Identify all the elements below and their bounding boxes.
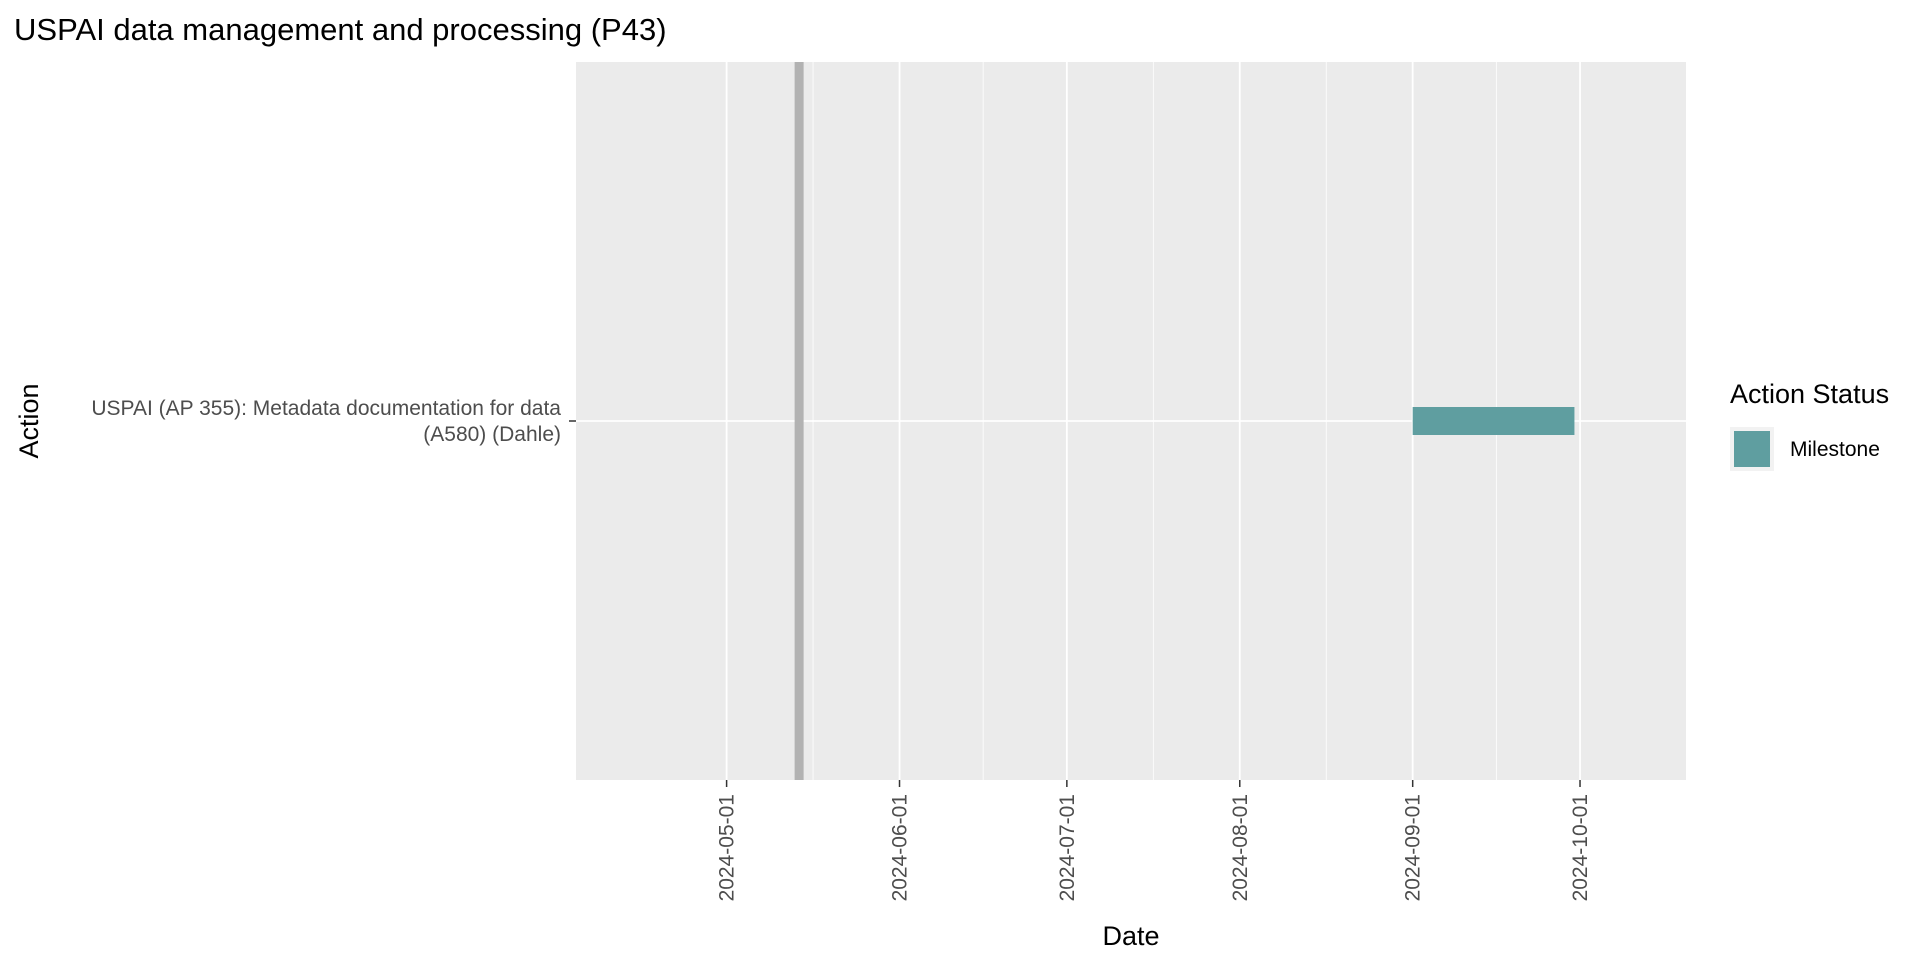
legend-swatch [1734,431,1770,467]
x-tick-label: 2024-08-01 [1229,794,1252,901]
x-axis-title: Date [1102,921,1159,951]
y-tick-label-line: USPAI (AP 355): Metadata documentation f… [91,397,561,420]
legend: Action Status Milestone [1730,379,1889,471]
x-tick-label: 2024-09-01 [1402,794,1425,901]
task-bar [1412,407,1575,435]
y-axis-ticks: USPAI (AP 355): Metadata documentation f… [91,397,576,446]
task-bars [1412,407,1575,435]
legend-title: Action Status [1730,379,1889,409]
x-tick-label: 2024-06-01 [889,794,912,901]
x-axis-ticks: 2024-05-01 2024-06-01 2024-07-01 2024-08-01… [716,780,1592,901]
y-tick-label-line: (A580) (Dahle) [423,423,561,446]
y-tick-label: USPAI (AP 355): Metadata documentation f… [91,397,561,446]
legend-label: Milestone [1790,438,1880,461]
chart-title: USPAI data management and processing (P4… [14,12,667,47]
legend-items: Milestone [1730,427,1880,471]
x-tick-label: 2024-05-01 [716,794,739,901]
x-tick-label: 2024-10-01 [1569,794,1592,901]
y-axis-title: Action [14,383,44,458]
x-tick-label: 2024-07-01 [1056,794,1079,901]
